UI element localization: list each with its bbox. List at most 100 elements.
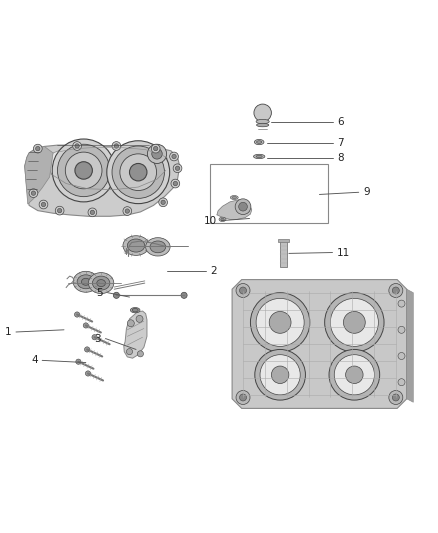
Text: 8: 8 (337, 153, 343, 163)
Ellipse shape (88, 272, 114, 294)
Ellipse shape (77, 275, 95, 289)
Circle shape (240, 394, 247, 401)
Ellipse shape (257, 141, 262, 143)
Circle shape (398, 326, 405, 333)
Circle shape (173, 181, 177, 185)
Circle shape (65, 152, 102, 189)
Text: 11: 11 (337, 247, 350, 257)
Bar (210, 164, 328, 223)
Circle shape (325, 293, 384, 352)
Ellipse shape (92, 276, 110, 290)
Circle shape (159, 198, 167, 207)
Circle shape (76, 359, 81, 364)
Circle shape (181, 292, 187, 298)
Text: 9: 9 (363, 187, 370, 197)
Circle shape (152, 149, 162, 159)
Circle shape (148, 144, 166, 164)
Ellipse shape (219, 217, 226, 222)
Circle shape (41, 203, 46, 207)
Circle shape (175, 166, 180, 171)
Ellipse shape (81, 278, 90, 285)
Circle shape (127, 349, 133, 354)
Circle shape (254, 104, 272, 122)
Polygon shape (25, 145, 180, 216)
Circle shape (256, 298, 304, 346)
Circle shape (330, 298, 378, 346)
Circle shape (90, 210, 95, 215)
Circle shape (151, 144, 160, 153)
Circle shape (389, 391, 403, 405)
Circle shape (123, 207, 132, 215)
Circle shape (272, 366, 289, 384)
Circle shape (107, 141, 170, 204)
Circle shape (260, 354, 300, 395)
Ellipse shape (254, 140, 264, 144)
Circle shape (57, 144, 110, 197)
Circle shape (88, 208, 97, 217)
Circle shape (239, 203, 247, 211)
Text: 7: 7 (337, 138, 343, 148)
Circle shape (52, 139, 115, 202)
Ellipse shape (97, 280, 106, 287)
Ellipse shape (256, 119, 269, 124)
Ellipse shape (127, 239, 145, 252)
Ellipse shape (230, 196, 238, 199)
Circle shape (161, 200, 165, 205)
Circle shape (251, 293, 310, 352)
Ellipse shape (146, 238, 170, 256)
Circle shape (39, 200, 48, 209)
Circle shape (153, 147, 158, 151)
Circle shape (55, 206, 64, 215)
Bar (280, 240, 287, 266)
Circle shape (33, 144, 42, 153)
Text: 2: 2 (210, 266, 217, 276)
Ellipse shape (150, 241, 166, 253)
Text: 6: 6 (337, 117, 343, 127)
Circle shape (136, 316, 143, 322)
Ellipse shape (254, 154, 265, 159)
Text: 3: 3 (95, 334, 101, 344)
Circle shape (235, 199, 251, 215)
Circle shape (125, 209, 130, 213)
Circle shape (73, 142, 81, 150)
Circle shape (236, 284, 250, 297)
Circle shape (170, 152, 178, 161)
Circle shape (398, 352, 405, 359)
Circle shape (138, 351, 144, 357)
Polygon shape (124, 311, 147, 358)
Circle shape (75, 144, 79, 148)
Circle shape (346, 366, 363, 384)
Circle shape (130, 164, 147, 181)
Circle shape (255, 350, 305, 400)
Polygon shape (232, 280, 407, 408)
Ellipse shape (123, 236, 149, 255)
Circle shape (114, 144, 119, 148)
Circle shape (57, 208, 62, 213)
Circle shape (236, 391, 250, 405)
Circle shape (392, 394, 399, 401)
Circle shape (35, 147, 40, 151)
Text: 4: 4 (31, 356, 38, 365)
Ellipse shape (132, 309, 138, 312)
Ellipse shape (131, 308, 140, 313)
Circle shape (92, 335, 97, 340)
Circle shape (329, 350, 380, 400)
Ellipse shape (232, 197, 237, 199)
Circle shape (83, 323, 88, 328)
Circle shape (112, 146, 164, 198)
Circle shape (31, 191, 35, 195)
Circle shape (173, 164, 182, 173)
Polygon shape (25, 147, 53, 204)
Polygon shape (217, 200, 252, 220)
Ellipse shape (256, 156, 262, 158)
Circle shape (75, 161, 92, 179)
Circle shape (172, 154, 176, 159)
Circle shape (398, 379, 405, 386)
Ellipse shape (221, 218, 224, 221)
Circle shape (112, 142, 121, 150)
Circle shape (240, 287, 247, 294)
Circle shape (334, 354, 374, 395)
Polygon shape (49, 147, 166, 189)
Text: 1: 1 (5, 327, 12, 337)
Ellipse shape (257, 123, 269, 127)
